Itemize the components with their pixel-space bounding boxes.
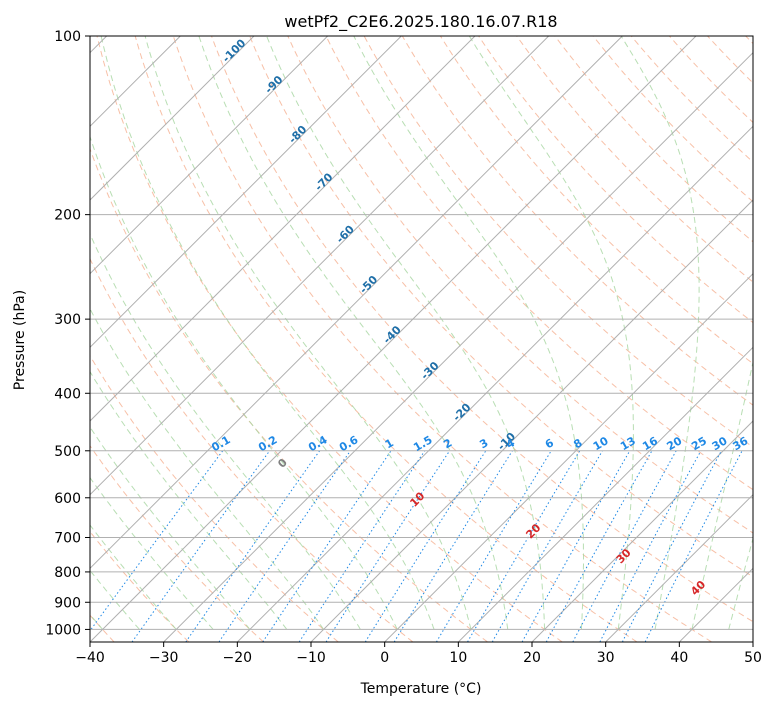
y-tick-label: 400 xyxy=(54,386,81,402)
dry-adiabat xyxy=(249,36,753,578)
moist-adiabat xyxy=(90,426,251,630)
y-tick-label: 500 xyxy=(54,444,81,460)
x-tick-label: 20 xyxy=(523,650,541,666)
moist-adiabat xyxy=(468,36,634,630)
isotherm-line xyxy=(90,36,402,349)
y-tick-label: 200 xyxy=(54,208,81,224)
dry-adiabat xyxy=(211,36,753,623)
dry-adiabat xyxy=(90,257,414,642)
mixing-ratio-line xyxy=(572,450,677,642)
moist-adiabat xyxy=(90,232,361,630)
moist-adiabat xyxy=(691,359,753,630)
mixing-ratio-line xyxy=(521,450,631,642)
isotherm-line xyxy=(457,346,753,642)
y-tick-label: 1000 xyxy=(45,622,81,638)
moist-adiabat xyxy=(100,36,435,630)
dry-adiabat xyxy=(325,36,753,491)
mixing-ratio-line xyxy=(364,450,487,642)
moist-adiabat xyxy=(728,536,753,630)
moist-adiabat xyxy=(144,36,472,630)
background-lines xyxy=(90,36,753,642)
mixing-ratio-line xyxy=(325,450,451,642)
y-tick-label: 700 xyxy=(54,531,81,547)
mixing-ratio-line xyxy=(599,450,702,642)
isotherm-line xyxy=(90,36,623,570)
moist-adiabat xyxy=(90,370,288,630)
y-tick-label: 600 xyxy=(54,491,81,507)
x-tick-label: 30 xyxy=(597,650,615,666)
mixing-ratio-line xyxy=(298,450,426,642)
moist-adiabat xyxy=(90,524,177,630)
y-axis-title: Pressure (hPa) xyxy=(12,290,28,390)
y-tick-label: 900 xyxy=(54,595,81,611)
chart-title: wetPf2_C2E6.2025.180.16.07.R18 xyxy=(284,12,557,32)
dry-adiabat xyxy=(172,36,712,642)
mixing-ratio-line xyxy=(131,450,271,642)
mixing-ratio-line xyxy=(90,450,224,632)
mixing-ratio-line xyxy=(262,450,392,642)
y-axis: 100 200 300 400 500 600 700 800 900 1000 xyxy=(45,29,90,638)
x-tick-label: −20 xyxy=(223,650,253,666)
isotherm-line xyxy=(236,125,753,642)
dry-adiabat xyxy=(134,36,638,642)
moist-adiabat xyxy=(266,36,546,630)
moist-adiabat xyxy=(90,135,398,630)
mixing-ratio-line xyxy=(545,450,653,642)
x-tick-label: 0 xyxy=(380,650,389,666)
isotherm-line xyxy=(90,36,329,275)
x-tick-label: −30 xyxy=(149,650,179,666)
isotherm-line xyxy=(310,199,753,642)
isotherm-line xyxy=(605,493,753,642)
x-tick-label: 10 xyxy=(449,650,467,666)
x-axis: −40 −30 −20 −10 0 10 20 30 40 50 xyxy=(75,642,762,666)
isotherm-line xyxy=(384,272,753,642)
x-axis-title: Temperature (°C) xyxy=(360,681,482,697)
isotherm-line xyxy=(163,51,753,642)
dry-adiabat xyxy=(516,36,753,283)
moist-adiabat xyxy=(90,307,325,630)
isotherm-line xyxy=(90,36,550,496)
mixing-ratio-line xyxy=(435,450,552,642)
y-tick-label: 100 xyxy=(54,29,81,45)
dry-adiabat xyxy=(96,36,563,642)
plot-frame xyxy=(89,35,754,643)
mixing-ratio-line xyxy=(185,450,321,642)
moist-adiabat xyxy=(620,36,700,630)
x-tick-label: 40 xyxy=(670,650,688,666)
mixing-ratio-line xyxy=(644,450,743,642)
dry-adiabat xyxy=(287,36,753,534)
isotherm-line xyxy=(90,36,697,642)
mixing-ratio-line xyxy=(218,450,351,642)
y-tick-label: 300 xyxy=(54,312,81,328)
dry-adiabat xyxy=(90,354,339,642)
x-tick-label: 50 xyxy=(744,650,762,666)
isotherm-line xyxy=(531,420,753,642)
moist-adiabat xyxy=(198,36,509,630)
moist-adiabat xyxy=(90,476,214,630)
isotherm-line xyxy=(90,36,476,422)
y-tick-label: 800 xyxy=(54,565,81,581)
x-tick-label: −10 xyxy=(296,650,326,666)
isotherm-line xyxy=(90,36,255,201)
moist-adiabat xyxy=(90,569,140,630)
x-tick-label: −40 xyxy=(75,650,105,666)
dry-adiabat xyxy=(90,444,264,642)
moist-adiabat xyxy=(353,36,584,630)
pressure-gridlines xyxy=(90,36,753,630)
